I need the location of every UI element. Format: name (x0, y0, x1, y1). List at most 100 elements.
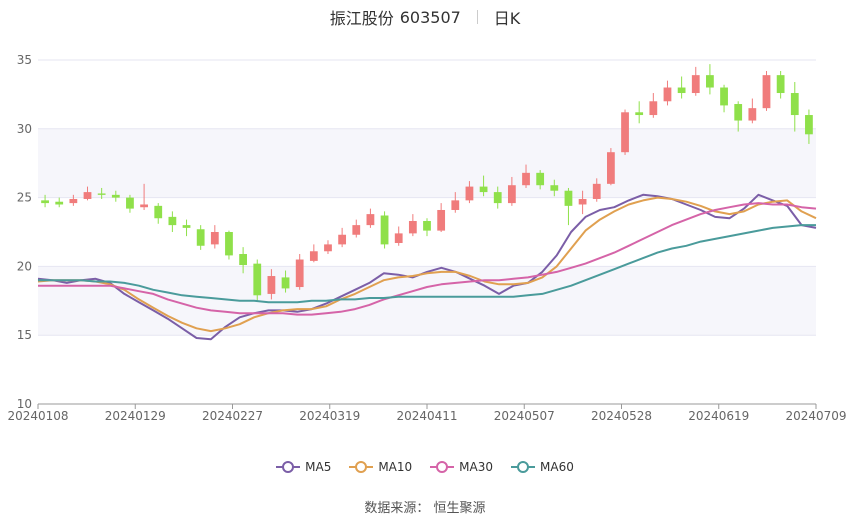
candle-body (479, 186, 488, 193)
x-tick-label: 20240528 (591, 409, 652, 423)
candle-body (493, 192, 502, 204)
grid-band (38, 128, 816, 198)
candle-body (380, 215, 389, 245)
legend-item-ma5[interactable]: MA5 (276, 460, 331, 474)
legend-label-ma60: MA60 (540, 460, 574, 474)
candle-body (776, 75, 785, 94)
grid-band (38, 266, 816, 336)
legend-label-ma10: MA10 (378, 460, 413, 474)
candle-body (352, 225, 361, 235)
candle-body (140, 204, 148, 208)
candle-body (522, 172, 530, 186)
candle-body (649, 101, 658, 116)
title-divider (476, 10, 478, 24)
legend-label-ma30: MA30 (459, 460, 494, 474)
candles (41, 64, 813, 301)
legend-item-ma60[interactable]: MA60 (511, 460, 574, 474)
candle-body (168, 216, 177, 226)
period-label: 日K (493, 9, 521, 28)
candle-body (790, 93, 799, 116)
candle-body (182, 225, 191, 228)
candle-body (423, 220, 431, 231)
candle-body (437, 209, 446, 231)
candle-body (677, 87, 686, 94)
x-tick-label: 20240129 (105, 409, 166, 423)
legend-swatch-ma30 (430, 460, 455, 474)
candle-body (309, 251, 318, 261)
candle-body (394, 233, 403, 244)
ma-line-ma5 (37, 193, 817, 341)
legend-item-ma10[interactable]: MA10 (349, 460, 412, 474)
candle-body (126, 197, 134, 209)
ma-line-ma10 (37, 196, 817, 333)
legend-item-ma30[interactable]: MA30 (430, 460, 493, 474)
axes: 10 15 20 25 30 35 20240108 20240129 20240227 2024… (7, 53, 846, 423)
candle-body (55, 201, 64, 205)
y-tick-label: 30 (17, 122, 32, 136)
candle-body (69, 198, 78, 204)
x-tick-label: 20240108 (7, 409, 68, 423)
candle-body (578, 198, 587, 205)
candle-body (295, 259, 304, 288)
x-tick-label: 20240709 (785, 409, 846, 423)
ma-line-ma60 (38, 224, 816, 304)
candle-body (154, 205, 163, 219)
candle-body (607, 152, 615, 184)
x-tick-label: 20240619 (688, 409, 749, 423)
candle-body (536, 172, 545, 186)
y-tick-label: 35 (17, 53, 32, 67)
candle-body (592, 183, 601, 199)
legend-swatch-ma60 (511, 460, 536, 474)
y-tick-label: 10 (17, 397, 32, 411)
legend-label-ma5: MA5 (305, 460, 332, 474)
x-tick-label: 20240507 (494, 409, 555, 423)
x-tick-label: 20240411 (396, 409, 457, 423)
candle-body (451, 200, 460, 210)
candle-body (805, 115, 813, 135)
candle-body (564, 190, 573, 206)
candle-body (210, 232, 219, 245)
candle-body (550, 185, 559, 191)
y-tick-label: 15 (17, 328, 32, 342)
candle-body (720, 87, 728, 106)
y-tick-label: 20 (17, 259, 32, 273)
candle-body (366, 214, 375, 226)
x-tick-label: 20240319 (299, 409, 360, 423)
candle-body (338, 234, 347, 245)
data-source: 数据来源： 恒生聚源 (364, 501, 486, 516)
candle-body (706, 75, 714, 88)
grid (38, 59, 816, 405)
candle-body (196, 229, 205, 246)
candle-body (239, 254, 247, 266)
candle-body (253, 263, 262, 296)
legend-swatch-ma10 (349, 460, 374, 474)
candle-body (465, 186, 474, 201)
candle-body (762, 75, 771, 109)
ma-line-ma30 (38, 202, 817, 316)
candle-body (663, 87, 672, 102)
candle-body (111, 194, 120, 198)
candle-body (97, 193, 106, 195)
candle-body (507, 185, 516, 204)
candle-body (41, 200, 49, 204)
moving-average-lines (37, 193, 817, 341)
candle-body (83, 192, 92, 199)
candle-body (748, 108, 757, 121)
candle-body (408, 220, 417, 234)
chart-legend: MA5 MA10 MA30 MA60 (0, 457, 850, 477)
chart-title: 振江股份 603507 日K (0, 4, 850, 30)
candle-body (281, 277, 290, 289)
stock-code: 603507 (399, 7, 461, 27)
candle-body (267, 276, 276, 294)
candle-body (734, 104, 743, 121)
legend-swatch-ma5 (276, 460, 301, 474)
candle-body (635, 112, 644, 116)
candlestick-chart: 10 15 20 25 30 35 20240108 20240129 20240227 2024… (7, 53, 846, 423)
y-tick-label: 25 (17, 191, 32, 205)
candle-body (324, 244, 332, 252)
x-tick-label: 20240227 (202, 409, 263, 423)
stock-name: 振江股份 (329, 9, 394, 28)
candle-body (621, 112, 629, 153)
candle-body (225, 232, 233, 256)
candle-body (691, 75, 700, 94)
